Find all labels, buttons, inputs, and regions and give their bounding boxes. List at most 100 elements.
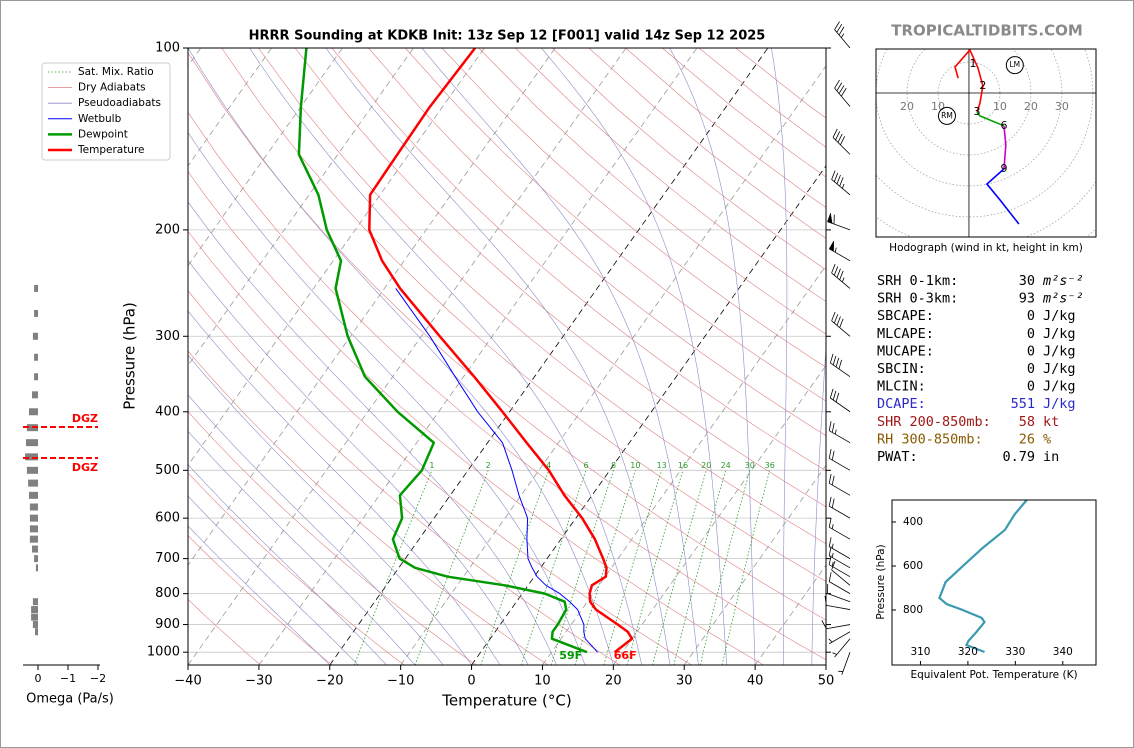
wind-barb (831, 170, 851, 196)
stat-label: SHR 200-850mb: (877, 414, 991, 430)
stat-label: DCAPE: (877, 396, 926, 412)
stat-unit: J/kg (1043, 361, 1076, 377)
mixing-ratio-line (721, 470, 771, 665)
mixing-ratio-label: 13 (657, 461, 667, 470)
mixing-ratio-label: 8 (611, 461, 616, 470)
moist-adiabat (188, 310, 501, 665)
y-tick-label: 800 (903, 604, 923, 616)
mixing-ratio-line (603, 470, 663, 665)
moist-adiabat (771, 48, 788, 665)
omega-bar (35, 564, 38, 572)
mixing-ratio-label: 24 (721, 461, 731, 470)
stat-label: SRH 0-1km: (877, 273, 958, 289)
omega-bar (34, 353, 38, 361)
omega-bar (32, 332, 38, 340)
omega-bar (34, 284, 38, 292)
dry-adiabat (441, 48, 826, 368)
wind-barb (828, 517, 851, 540)
hodograph-trace (954, 49, 984, 113)
wind-barb (828, 572, 851, 594)
barb-staff (828, 517, 851, 540)
dry-adiabat (221, 48, 826, 582)
plot-area (188, 48, 826, 665)
ring-label: 20 (1024, 100, 1038, 113)
dgz-label: DGZ (72, 461, 98, 474)
ring-label: 10 (993, 100, 1007, 113)
x-tick-label: 50 (818, 674, 835, 689)
isotherm (188, 48, 272, 167)
y-tick-label: 1000 (147, 645, 180, 660)
barb-staff (828, 546, 851, 569)
isotherm (188, 48, 627, 665)
omega-bar (29, 525, 38, 533)
wind-barb (828, 496, 851, 519)
plot-frame (187, 47, 827, 666)
y-tick-label: 200 (155, 222, 180, 237)
profile-line (368, 48, 634, 654)
wind-barb (831, 264, 851, 289)
legend-label: Sat. Mix. Ratio (78, 66, 154, 78)
ring-label: 20 (900, 100, 914, 113)
hodograph-trace (985, 168, 1020, 225)
mixing-ratio-label: 1 (429, 461, 434, 470)
x-tick-label: 340 (1053, 646, 1073, 658)
hodograph-trace (1003, 125, 1007, 169)
mixing-ratio-label: 2 (486, 461, 491, 470)
y-tick-label: 100 (155, 41, 180, 56)
height-label: 9 (1000, 162, 1007, 175)
stat-value: 0 (1027, 326, 1035, 342)
y-tick-label: 400 (155, 404, 180, 419)
dry-adiabat (331, 48, 826, 472)
height-label: 3 (974, 105, 981, 118)
theta-e-line (938, 500, 1028, 654)
moist-adiabat (188, 354, 472, 665)
y-tick-label: 600 (903, 560, 923, 572)
storm-motion-label: LM (1009, 60, 1020, 69)
brand: TROPICALTIDBITS.COM (891, 22, 1083, 40)
y-tick-label: 700 (155, 551, 180, 566)
barb-staff (828, 421, 851, 444)
stat-label: SBCAPE: (877, 308, 934, 324)
y-tick-label: 400 (903, 516, 923, 528)
dry-adiabat (188, 411, 477, 665)
isotherm (188, 48, 343, 267)
x-tick-label: 40 (747, 674, 764, 689)
omega-bar (32, 598, 38, 606)
dry-adiabat (188, 598, 261, 665)
moist-adiabat (811, 343, 826, 665)
isotherm (188, 48, 485, 467)
x-tick-label: 310 (910, 646, 930, 658)
wind-barb (828, 546, 851, 569)
height-label: 2 (979, 79, 986, 92)
x-tick-label: −40 (174, 674, 201, 689)
stat-unit: J/kg (1043, 343, 1076, 359)
stat-value: 0.79 (1002, 449, 1035, 465)
mixing-ratio-label: 4 (546, 461, 551, 470)
omega-bar (26, 466, 38, 474)
y-tick-label: 500 (155, 463, 180, 478)
mixing-ratio-line (652, 470, 707, 665)
wind-barb (838, 652, 851, 675)
omega-bar (34, 373, 38, 381)
y-tick-label: 900 (155, 617, 180, 632)
x-tick-label: −20 (316, 674, 343, 689)
dry-adiabat (478, 48, 826, 335)
hodograph-caption: Hodograph (wind in kt, height in km) (889, 242, 1083, 254)
moist-adiabat (188, 394, 444, 665)
mixing-ratio-line (353, 470, 433, 665)
omega-bar (34, 309, 38, 317)
wind-barb (831, 560, 851, 586)
profile-line (395, 288, 598, 653)
x-axis-label: Equivalent Pot. Temperature (K) (910, 669, 1077, 681)
theta-e-area (938, 500, 1028, 654)
moist-adiabat (188, 525, 331, 665)
moist-adiabat (188, 464, 387, 665)
stat-unit: kt (1043, 414, 1059, 430)
dgz-label: DGZ (72, 412, 98, 425)
wind-barb (824, 595, 851, 610)
isotherm (188, 48, 414, 367)
omega-bar (35, 628, 38, 636)
x-tick-label: 20 (605, 674, 622, 689)
